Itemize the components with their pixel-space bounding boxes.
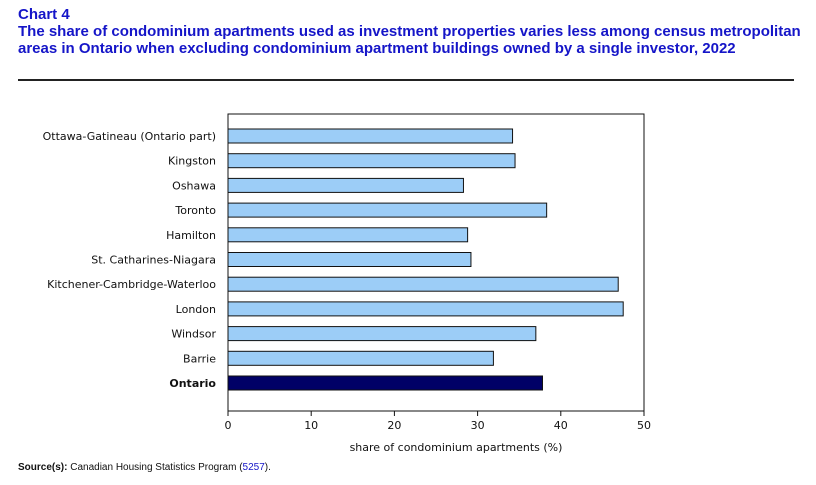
category-label-barrie: Barrie — [183, 352, 216, 365]
category-label-kingston: Kingston — [168, 155, 216, 168]
x-tick-label-0: 0 — [225, 419, 232, 432]
chart-number: Chart 4 — [18, 6, 70, 23]
bar-ontario — [227, 375, 543, 391]
bar-hamilton — [227, 227, 469, 243]
x-tick-label-10: 10 — [304, 419, 318, 432]
x-tick-label-50: 50 — [637, 419, 651, 432]
category-label-hamilton: Hamilton — [166, 229, 216, 242]
category-label-oshawa: Oshawa — [172, 179, 216, 192]
category-label-ottawa-gatineau-ontario-part: Ottawa-Gatineau (Ontario part) — [43, 130, 216, 143]
category-label-london: London — [176, 303, 216, 316]
bar-toronto — [227, 202, 548, 218]
category-label-toronto: Toronto — [174, 204, 216, 217]
x-tick-label-40: 40 — [554, 419, 568, 432]
bar-st-catharines-niagara — [227, 252, 472, 267]
bar-oshawa — [227, 177, 464, 193]
x-tick-label-20: 20 — [387, 419, 401, 432]
x-axis-ticks-layer: 0 10 20 30 40 50 — [225, 411, 651, 432]
category-label-ontario: Ontario — [169, 377, 216, 390]
x-tick-label-30: 30 — [471, 419, 485, 432]
chart-header: Chart 4 The share of condominium apartme… — [18, 6, 808, 57]
x-axis-title: share of condominium apartments (%) — [350, 441, 563, 454]
category-label-st-catharines-niagara: St. Catharines-Niagara — [91, 254, 216, 267]
bar-ottawa-gatineau-ontario-part — [227, 128, 514, 144]
source-link[interactable]: 5257 — [242, 462, 265, 473]
bars-layer — [227, 128, 624, 391]
bar-windsor — [227, 326, 537, 342]
bar-kitchener-cambridge-waterloo — [227, 276, 619, 292]
title-divider — [18, 79, 794, 81]
category-labels-layer: Ottawa-Gatineau (Ontario part) Kingston Os… — [43, 130, 217, 390]
source-note: Source(s): Canadian Housing Statistics P… — [18, 462, 271, 473]
bar-kingston — [227, 153, 516, 169]
chart-title: The share of condominium apartments used… — [18, 23, 801, 57]
source-label: Source(s): — [18, 462, 68, 473]
bar-barrie — [227, 350, 494, 366]
bar-london — [227, 301, 624, 317]
category-label-kitchener-cambridge-waterloo: Kitchener-Cambridge-Waterloo — [47, 278, 216, 291]
source-text: Canadian Housing Statistics Program ( — [70, 462, 243, 473]
source-suffix: ). — [264, 462, 271, 473]
category-label-windsor: Windsor — [171, 328, 216, 341]
